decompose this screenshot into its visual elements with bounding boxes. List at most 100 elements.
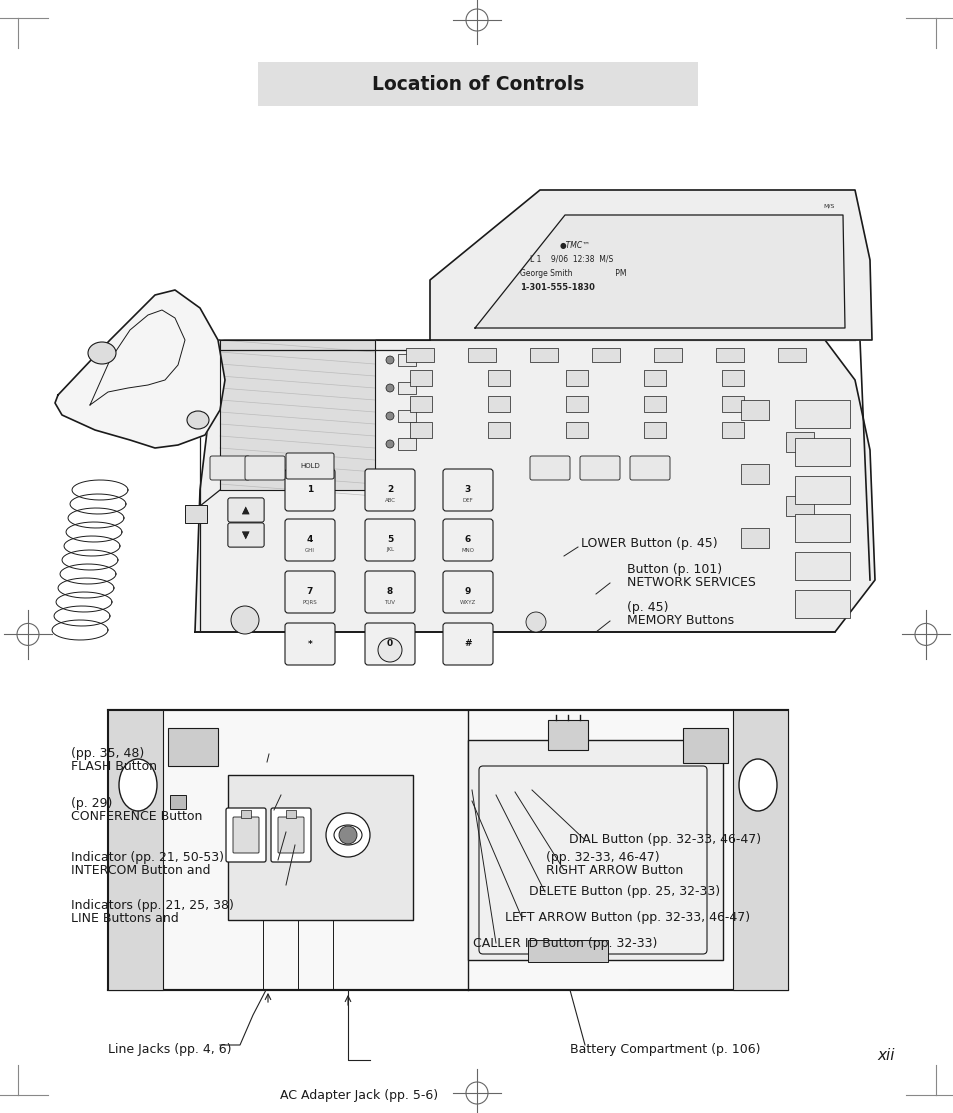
Bar bbox=[108, 710, 163, 989]
Text: 1: 1 bbox=[307, 485, 313, 494]
Bar bbox=[721, 422, 743, 439]
FancyBboxPatch shape bbox=[365, 571, 415, 613]
Text: (p. 29): (p. 29) bbox=[71, 797, 112, 809]
FancyBboxPatch shape bbox=[365, 469, 415, 511]
FancyBboxPatch shape bbox=[228, 498, 264, 522]
Text: AC Adapter Jack (pp. 5-6): AC Adapter Jack (pp. 5-6) bbox=[280, 1089, 437, 1102]
FancyBboxPatch shape bbox=[285, 571, 335, 613]
Text: CALLER ID Button (pp. 32-33): CALLER ID Button (pp. 32-33) bbox=[473, 936, 657, 949]
Ellipse shape bbox=[334, 825, 361, 845]
Bar bbox=[794, 476, 849, 504]
Text: 2: 2 bbox=[387, 485, 393, 494]
Text: (pp. 35, 48): (pp. 35, 48) bbox=[71, 748, 144, 760]
FancyBboxPatch shape bbox=[228, 523, 264, 546]
FancyBboxPatch shape bbox=[478, 766, 706, 954]
Text: (pp. 32-33, 46-47): (pp. 32-33, 46-47) bbox=[545, 850, 659, 864]
Bar bbox=[794, 439, 849, 466]
Circle shape bbox=[338, 826, 356, 844]
FancyBboxPatch shape bbox=[365, 519, 415, 561]
Bar bbox=[643, 396, 665, 412]
Text: NETWORK SERVICES: NETWORK SERVICES bbox=[626, 577, 755, 590]
Circle shape bbox=[386, 412, 394, 420]
Text: 6: 6 bbox=[464, 535, 471, 544]
Circle shape bbox=[386, 440, 394, 449]
Text: WXYZ: WXYZ bbox=[459, 600, 476, 604]
Circle shape bbox=[231, 605, 258, 634]
Bar bbox=[397, 382, 416, 394]
Text: ●TMC™: ●TMC™ bbox=[559, 242, 590, 250]
Text: 4: 4 bbox=[307, 535, 313, 544]
Text: 0: 0 bbox=[387, 640, 393, 649]
Text: PQRS: PQRS bbox=[302, 600, 317, 604]
Text: ▲: ▲ bbox=[242, 505, 250, 515]
Text: HOLD: HOLD bbox=[300, 463, 319, 469]
Text: M/S: M/S bbox=[822, 203, 834, 208]
Text: 8: 8 bbox=[387, 588, 393, 597]
Text: LEFT ARROW Button (pp. 32-33, 46-47): LEFT ARROW Button (pp. 32-33, 46-47) bbox=[504, 912, 749, 925]
Text: 9: 9 bbox=[464, 588, 471, 597]
Polygon shape bbox=[430, 190, 871, 339]
Text: DELETE Button (pp. 25, 32-33): DELETE Button (pp. 25, 32-33) bbox=[529, 886, 720, 898]
FancyBboxPatch shape bbox=[629, 456, 669, 480]
FancyBboxPatch shape bbox=[277, 817, 304, 853]
Bar bbox=[785, 496, 813, 516]
Text: ▼: ▼ bbox=[242, 530, 250, 540]
Text: Indicators (pp. 21, 25, 38): Indicators (pp. 21, 25, 38) bbox=[71, 898, 233, 912]
Bar bbox=[406, 348, 434, 362]
Bar bbox=[488, 370, 510, 386]
Circle shape bbox=[386, 356, 394, 364]
Bar bbox=[732, 710, 787, 989]
Bar bbox=[654, 348, 681, 362]
Text: LINE Buttons and: LINE Buttons and bbox=[71, 913, 178, 926]
FancyBboxPatch shape bbox=[442, 519, 493, 561]
FancyBboxPatch shape bbox=[233, 817, 258, 853]
Bar bbox=[740, 400, 768, 420]
FancyBboxPatch shape bbox=[285, 623, 335, 664]
Bar bbox=[794, 400, 849, 429]
Text: DIAL Button (pp. 32-33, 46-47): DIAL Button (pp. 32-33, 46-47) bbox=[568, 833, 760, 846]
Text: CONFERENCE Button: CONFERENCE Button bbox=[71, 809, 202, 823]
FancyBboxPatch shape bbox=[442, 623, 493, 664]
Bar bbox=[228, 775, 413, 920]
Bar bbox=[794, 552, 849, 580]
Bar bbox=[527, 940, 607, 962]
Bar bbox=[468, 740, 722, 961]
Circle shape bbox=[377, 638, 401, 662]
Text: INTERCOM Button and: INTERCOM Button and bbox=[71, 864, 211, 877]
Text: Indicator (pp. 21, 50-53): Indicator (pp. 21, 50-53) bbox=[71, 850, 224, 864]
FancyBboxPatch shape bbox=[210, 456, 250, 480]
Bar bbox=[257, 62, 698, 106]
Text: Battery Compartment (p. 106): Battery Compartment (p. 106) bbox=[569, 1044, 760, 1056]
Text: 7: 7 bbox=[307, 588, 313, 597]
Circle shape bbox=[326, 812, 370, 857]
FancyBboxPatch shape bbox=[285, 469, 335, 511]
Text: LOWER Button (p. 45): LOWER Button (p. 45) bbox=[580, 536, 717, 550]
FancyBboxPatch shape bbox=[579, 456, 619, 480]
Polygon shape bbox=[194, 339, 874, 632]
Bar bbox=[241, 810, 251, 818]
Bar bbox=[185, 505, 207, 523]
Text: L 1    9/06  12:38  M/S: L 1 9/06 12:38 M/S bbox=[530, 255, 613, 264]
Bar bbox=[410, 370, 432, 386]
Text: Line Jacks (pp. 4, 6): Line Jacks (pp. 4, 6) bbox=[108, 1044, 232, 1056]
Text: FLASH Button: FLASH Button bbox=[71, 760, 157, 774]
Text: George Smith                  PM: George Smith PM bbox=[519, 269, 626, 278]
Bar bbox=[565, 396, 587, 412]
Text: (p. 45): (p. 45) bbox=[626, 601, 668, 613]
Bar bbox=[794, 590, 849, 618]
FancyBboxPatch shape bbox=[442, 469, 493, 511]
Text: JKL: JKL bbox=[386, 548, 394, 552]
Bar bbox=[488, 396, 510, 412]
Ellipse shape bbox=[739, 759, 776, 811]
FancyBboxPatch shape bbox=[245, 456, 285, 480]
Bar bbox=[643, 370, 665, 386]
FancyBboxPatch shape bbox=[228, 498, 264, 522]
Circle shape bbox=[386, 384, 394, 392]
FancyBboxPatch shape bbox=[271, 808, 311, 861]
Text: GHI: GHI bbox=[305, 548, 314, 552]
Bar bbox=[468, 348, 496, 362]
FancyBboxPatch shape bbox=[442, 571, 493, 613]
Bar bbox=[397, 410, 416, 422]
Bar bbox=[721, 396, 743, 412]
Bar bbox=[488, 422, 510, 439]
